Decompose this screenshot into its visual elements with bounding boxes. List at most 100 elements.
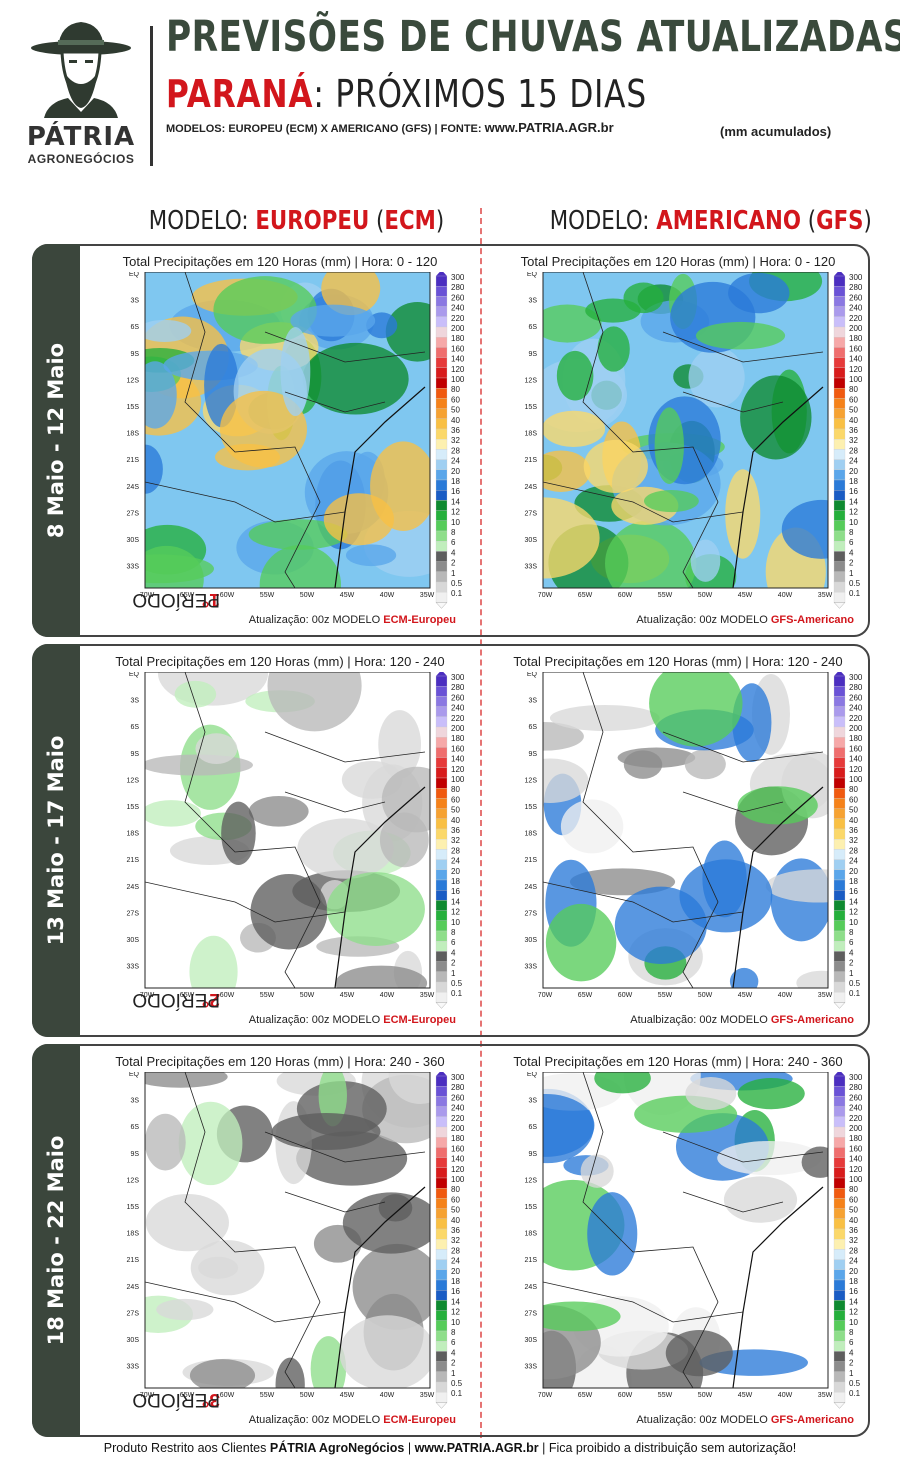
lat-label: 15S	[525, 804, 538, 811]
legend-swatch	[833, 777, 846, 789]
legend-level: 2	[849, 559, 854, 568]
lon-label: 35W	[818, 1392, 833, 1399]
lat-label: 15S	[127, 404, 140, 411]
legend-level: 80	[451, 1185, 460, 1194]
period-label-text: 1° PERÍODO	[0, 394, 220, 614]
legend-level: 6	[849, 938, 854, 947]
legend-swatch	[435, 1239, 448, 1250]
legend-level: 140	[451, 1155, 465, 1164]
lat-label: EQ	[129, 672, 140, 678]
gfs-map: Total Precipitações em 120 Horas (mm) | …	[488, 1044, 868, 1426]
legend-swatch	[833, 571, 846, 583]
map-title: Total Precipitações em 120 Horas (mm) | …	[513, 654, 843, 669]
legend-level: 20	[451, 1267, 460, 1276]
column-code: ECM	[384, 206, 436, 236]
legend-level: 300	[849, 273, 863, 282]
legend-swatch	[833, 971, 846, 983]
legend-swatch	[833, 459, 846, 470]
lat-label: 15S	[127, 1204, 140, 1211]
legend-level: 28	[451, 446, 460, 455]
lon-label: 35W	[420, 992, 435, 999]
legend-level: 200	[849, 1124, 863, 1133]
legend-level: 40	[451, 1216, 460, 1225]
legend-swatch	[435, 706, 448, 717]
legend-swatch	[435, 900, 448, 911]
legend-level: 300	[451, 673, 465, 682]
legend-swatch	[833, 1310, 846, 1321]
legend-swatch	[435, 459, 448, 470]
lon-label: 55W	[260, 1392, 275, 1399]
model-label: GFS-Americano	[770, 1014, 854, 1026]
legend-level: 80	[849, 785, 858, 794]
legend-swatch	[833, 1126, 846, 1138]
legend-level: 60	[849, 395, 858, 404]
brand-name: PÁTRIA	[26, 122, 136, 152]
legend-swatch	[435, 571, 448, 583]
lat-label: 24S	[525, 1284, 538, 1291]
lat-label: 21S	[127, 857, 140, 864]
legend-swatch	[435, 951, 448, 962]
legend-swatch	[435, 1096, 448, 1107]
legend-level: 12	[451, 508, 460, 517]
legend-swatch	[833, 981, 846, 993]
legend-swatch	[435, 971, 448, 983]
legend-swatch	[435, 520, 448, 532]
legend-swatch	[833, 1320, 846, 1332]
legend-swatch	[435, 808, 448, 819]
legend-arrow-up	[834, 672, 845, 676]
legend-level: 10	[451, 1318, 460, 1327]
legend-swatch	[435, 686, 448, 697]
column-paren: )	[435, 206, 445, 236]
legend-level: 10	[849, 1318, 858, 1327]
legend-swatch	[435, 1198, 448, 1209]
legend-swatch	[833, 1259, 846, 1270]
legend-level: 80	[451, 385, 460, 394]
legend-level: 14	[849, 1297, 858, 1306]
lat-label: 12S	[127, 777, 140, 784]
legend-swatch	[833, 337, 846, 348]
lon-label: 60W	[220, 1392, 235, 1399]
legend-level: 40	[849, 416, 858, 425]
legend-level: 28	[849, 846, 858, 855]
lon-label: 50W	[698, 992, 713, 999]
legend-swatch	[833, 316, 846, 328]
footer-site-link[interactable]: www.PATRIA.AGR.br	[414, 1441, 539, 1455]
legend-swatch	[833, 818, 846, 830]
legend-level: 6	[451, 538, 456, 547]
legend-swatch	[833, 1239, 846, 1250]
legend-swatch	[833, 408, 846, 419]
legend-swatch	[435, 920, 448, 932]
legend-swatch	[435, 1381, 448, 1393]
legend-swatch	[435, 1167, 448, 1179]
lon-label: 70W	[140, 1392, 155, 1399]
lon-label: 60W	[618, 592, 633, 599]
footer-client: PÁTRIA AgroNegócios	[269, 1441, 405, 1455]
legend-level: 240	[451, 1104, 465, 1113]
legend-swatch	[833, 541, 846, 552]
legend-swatch	[833, 1198, 846, 1209]
source-link[interactable]: www.PATRIA.AGR.br	[484, 120, 614, 135]
lat-label: 24S	[127, 884, 140, 891]
lon-label: 50W	[300, 1392, 315, 1399]
legend-swatch	[435, 961, 448, 972]
lon-label: 45W	[738, 1392, 753, 1399]
legend-swatch	[833, 1208, 846, 1219]
legend-level: 220	[451, 1114, 465, 1123]
lat-label: 9S	[130, 351, 139, 358]
lat-label: 18S	[127, 431, 140, 438]
legend-level: 0.1	[451, 589, 463, 598]
lat-label: EQ	[527, 1072, 538, 1078]
legend-swatch	[435, 510, 448, 521]
lon-label: 35W	[420, 1392, 435, 1399]
legend-level: 50	[451, 806, 460, 815]
legend-swatch	[833, 1300, 846, 1311]
lon-label: 40W	[778, 992, 793, 999]
legend-arrow-down	[833, 602, 846, 609]
legend-swatch	[435, 377, 448, 389]
legend-arrow-down	[435, 602, 448, 609]
legend-swatch	[833, 581, 846, 593]
legend-level: 100	[849, 775, 863, 784]
legend-level: 120	[849, 765, 863, 774]
legend-arrow-up	[436, 672, 447, 676]
legend-level: 18	[849, 877, 858, 886]
